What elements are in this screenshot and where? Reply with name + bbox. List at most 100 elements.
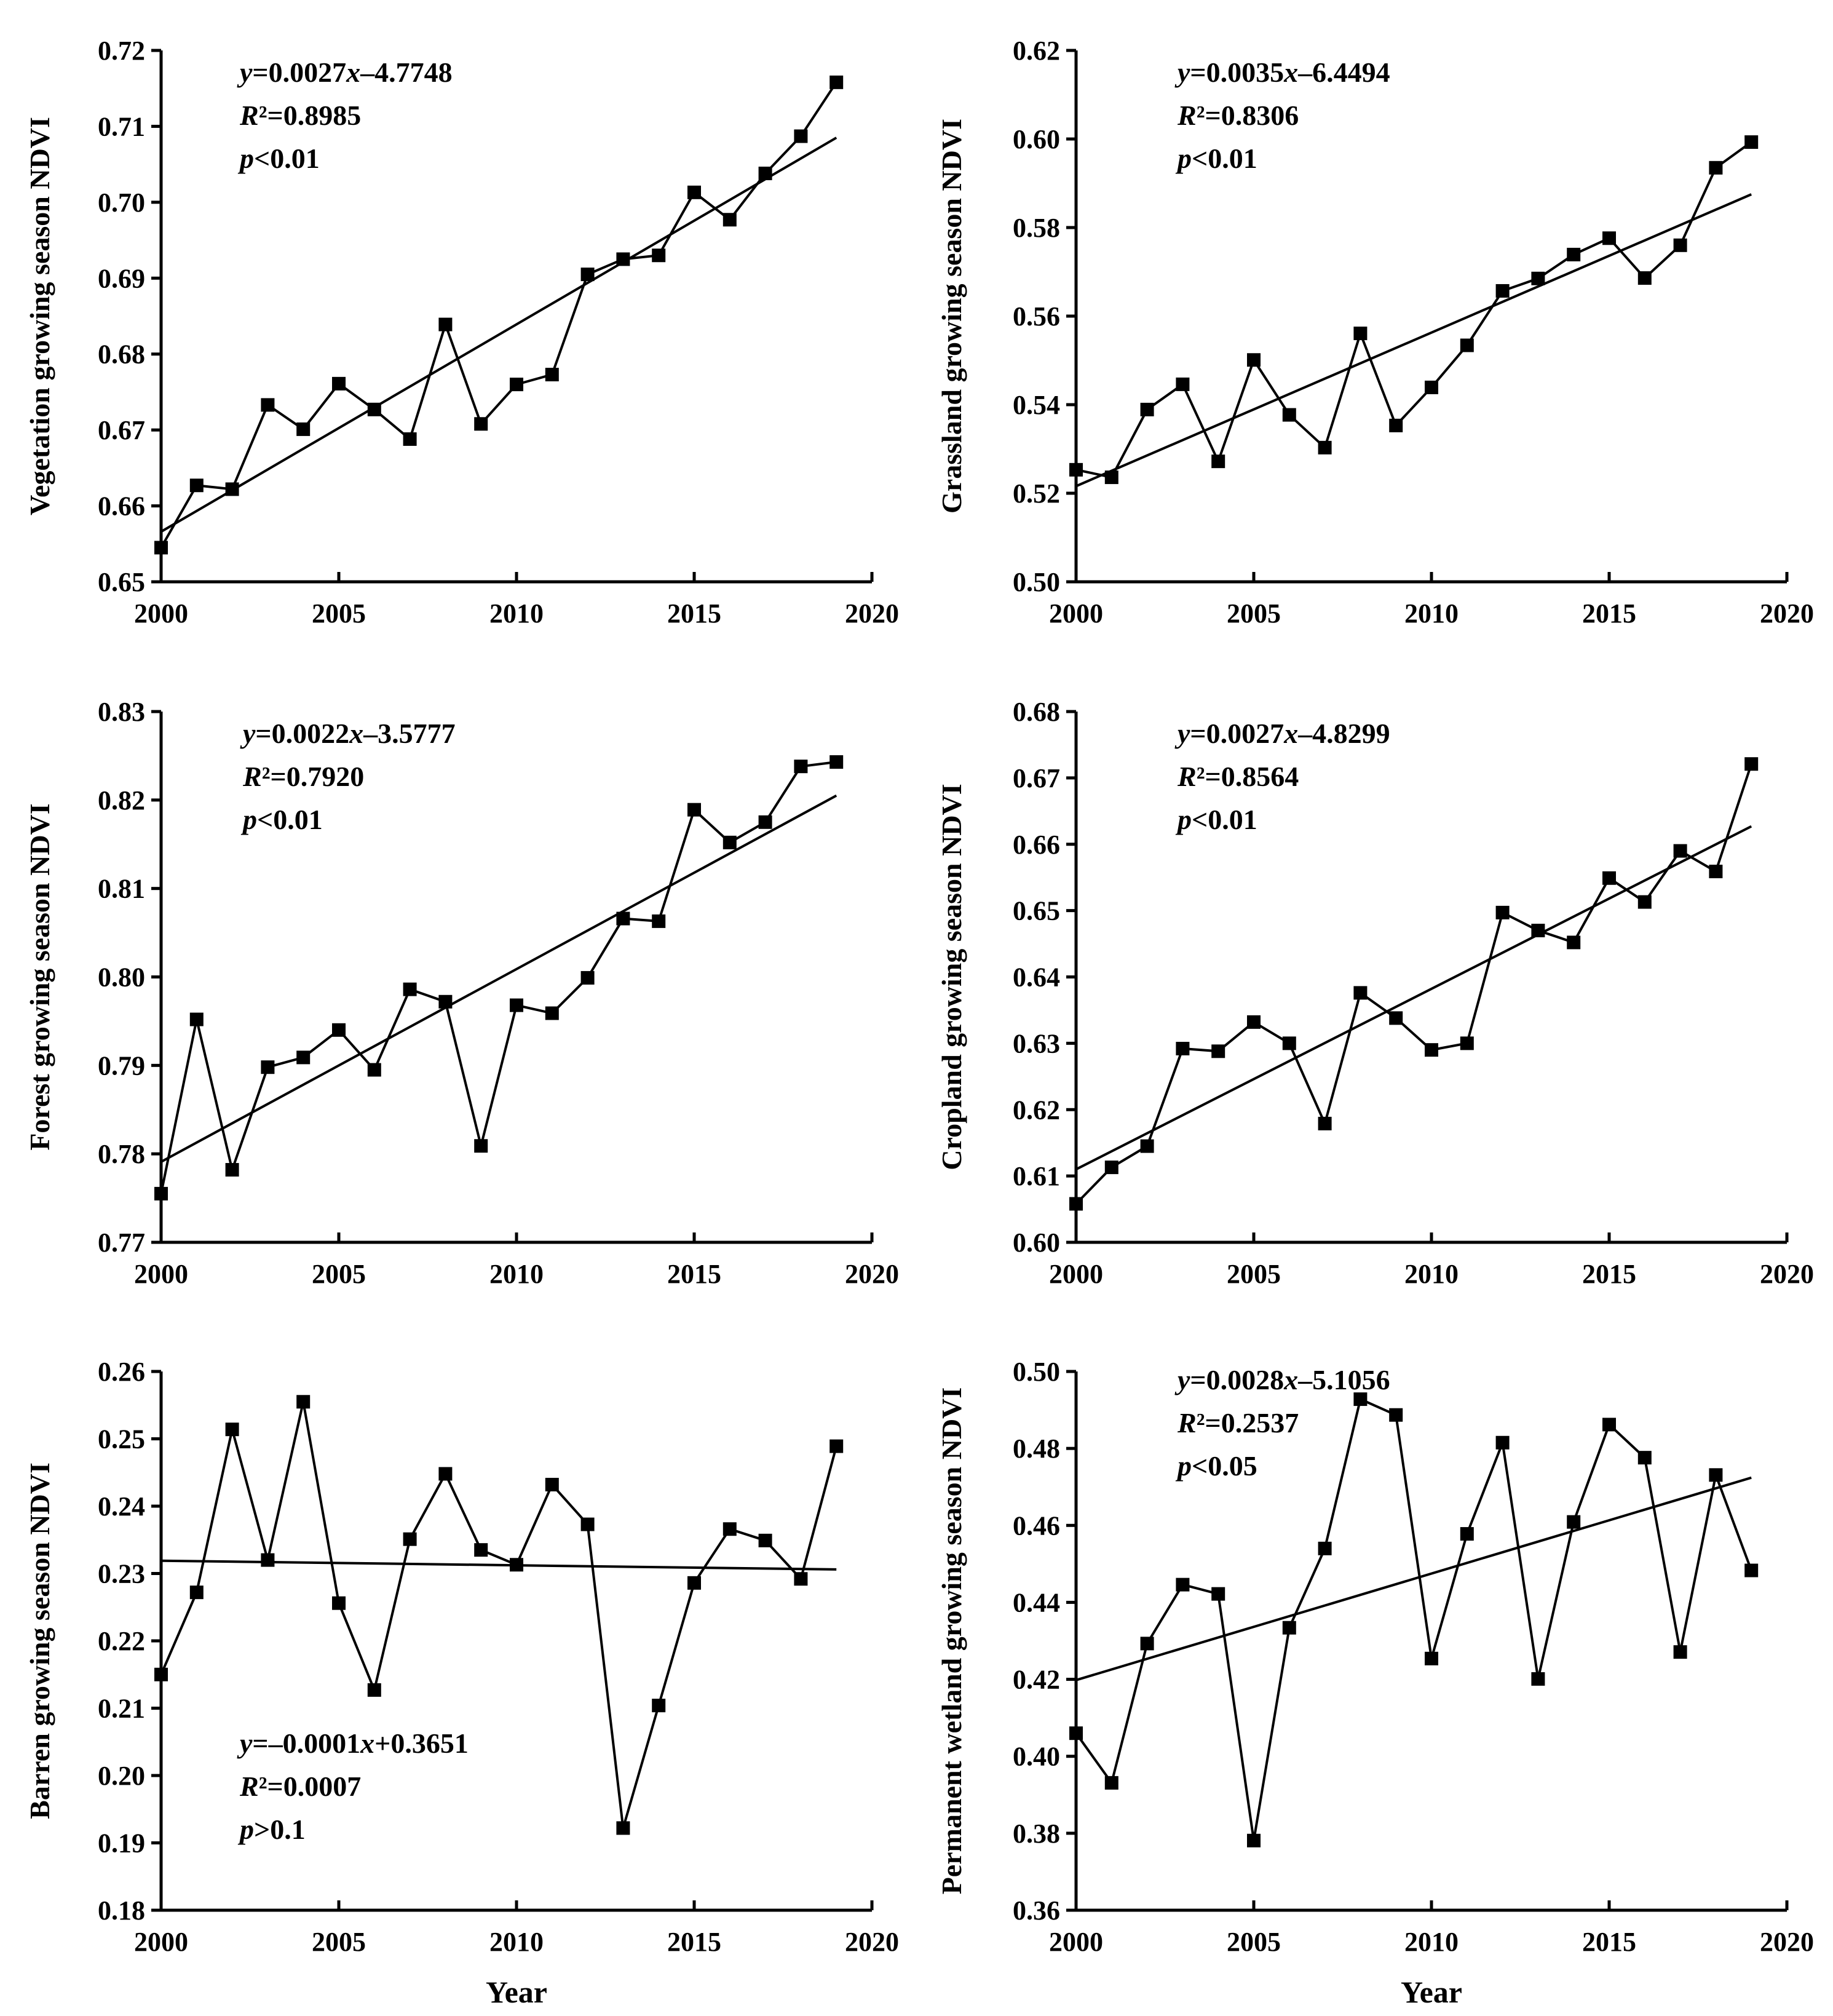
p-value: p<0.01	[1175, 804, 1257, 835]
data-point-2009	[474, 1139, 488, 1153]
y-axis-title: Vegetation growing season NDVI	[24, 117, 55, 515]
data-point-2004	[1211, 1587, 1225, 1601]
data-point-2004	[1211, 454, 1225, 469]
y-tick-label: 0.81	[98, 874, 145, 904]
data-point-2017	[1673, 1645, 1687, 1659]
data-point-2016	[1637, 271, 1652, 285]
y-tick-label: 0.66	[1013, 830, 1060, 860]
r-squared: R²=0.8564	[1177, 761, 1299, 792]
x-axis-title: Year	[1401, 1975, 1462, 2009]
data-point-2008	[438, 994, 453, 1009]
data-point-2014	[652, 914, 666, 928]
data-point-2010	[1425, 1043, 1438, 1057]
data-point-2000	[154, 1667, 168, 1681]
r-squared: R²=0.7920	[242, 761, 364, 792]
data-point-2011	[545, 1477, 559, 1491]
x-tick-label: 2010	[489, 598, 544, 629]
regression-equation: y=0.0027x–4.8299	[1174, 718, 1390, 749]
data-point-2008	[1353, 1392, 1368, 1407]
data-point-2017	[1673, 844, 1687, 858]
data-point-2017	[758, 166, 772, 180]
x-tick-label: 2000	[134, 598, 188, 629]
x-tick-label: 2015	[667, 1259, 721, 1289]
data-point-2003	[1176, 377, 1190, 391]
y-tick-label: 0.52	[1013, 478, 1060, 509]
data-point-2011	[545, 1006, 559, 1020]
data-point-2002	[225, 482, 239, 496]
data-point-2016	[1637, 1451, 1652, 1465]
x-tick-label: 2010	[1404, 1259, 1459, 1289]
y-tick-label: 0.80	[98, 962, 145, 993]
x-tick-label: 2005	[1227, 598, 1281, 629]
data-point-2005	[332, 376, 346, 391]
data-point-2003	[261, 398, 275, 412]
data-point-2018	[1709, 161, 1723, 175]
x-tick-label: 2010	[1404, 598, 1459, 629]
data-point-2013	[1531, 271, 1545, 285]
x-tick-label: 2015	[1582, 1927, 1636, 1957]
x-axis-title: Year	[486, 1975, 547, 2009]
data-point-2005	[1247, 1015, 1261, 1029]
data-point-2001	[1104, 1161, 1118, 1175]
p-value: p<0.01	[1175, 143, 1257, 174]
y-tick-label: 0.62	[1013, 36, 1060, 66]
y-tick-label: 0.25	[98, 1424, 145, 1454]
data-point-2003	[1176, 1577, 1190, 1592]
y-tick-label: 0.46	[1013, 1510, 1060, 1541]
x-tick-label: 2020	[1760, 1927, 1814, 1957]
data-point-2014	[652, 1699, 666, 1713]
y-axis-title: Cropland growing season NDVI	[936, 784, 967, 1170]
y-tick-label: 0.64	[1013, 962, 1060, 993]
chart-panel-1: 0.65 0.66 0.67 0.68 0.69 0.70 0.71 0.72 2000 2005…	[24, 36, 899, 629]
data-point-2010	[1425, 380, 1438, 394]
y-axis-title: Grassland growing season NDVI	[936, 119, 967, 514]
data-point-2017	[758, 1533, 772, 1547]
data-point-2001	[189, 1012, 204, 1026]
y-tick-label: 0.50	[1013, 567, 1060, 597]
data-point-2018	[1709, 864, 1723, 878]
x-tick-label: 2020	[1760, 598, 1814, 629]
data-point-2006	[367, 1683, 381, 1697]
x-tick-label: 2000	[134, 1259, 188, 1289]
y-tick-label: 0.48	[1013, 1434, 1060, 1464]
data-point-2004	[1211, 1044, 1225, 1058]
data-point-2000	[154, 541, 168, 555]
data-point-2005	[1247, 1833, 1261, 1847]
data-point-2005	[332, 1023, 346, 1037]
regression-equation: y=0.0027x–4.7748	[237, 57, 453, 88]
x-tick-label: 2020	[845, 1927, 899, 1957]
y-tick-label: 0.77	[98, 1228, 145, 1258]
data-point-2007	[403, 1532, 417, 1546]
y-tick-label: 0.26	[98, 1357, 145, 1387]
y-tick-label: 0.44	[1013, 1587, 1060, 1617]
y-tick-label: 0.65	[1013, 896, 1060, 926]
regression-equation: y=0.0028x–5.1056	[1174, 1364, 1390, 1395]
data-point-2019	[1744, 1563, 1759, 1577]
data-point-2013	[1531, 1672, 1545, 1686]
data-point-2017	[1673, 238, 1687, 252]
data-point-2009	[474, 1543, 488, 1557]
y-tick-label: 0.18	[98, 1895, 145, 1926]
x-tick-label: 2005	[1227, 1259, 1281, 1289]
data-point-2018	[1709, 1468, 1723, 1482]
y-tick-label: 0.61	[1013, 1161, 1060, 1191]
data-point-2012	[580, 970, 595, 985]
data-point-2014	[652, 248, 666, 263]
y-tick-label: 0.56	[1013, 301, 1060, 331]
x-tick-label: 2005	[312, 598, 366, 629]
x-tick-label: 2020	[1760, 1259, 1814, 1289]
x-tick-label: 2010	[1404, 1927, 1459, 1957]
y-tick-label: 0.40	[1013, 1742, 1060, 1772]
r-squared: R²=0.0007	[239, 1771, 361, 1802]
p-value: p<0.01	[237, 143, 320, 174]
x-tick-label: 2020	[845, 598, 899, 629]
data-point-2000	[1069, 462, 1083, 477]
r-squared: R²=0.8985	[239, 100, 361, 131]
regression-equation: y=0.0035x–6.4494	[1174, 57, 1390, 88]
data-point-2004	[296, 1395, 311, 1409]
data-point-2019	[1744, 757, 1759, 771]
y-tick-label: 0.71	[98, 111, 145, 141]
x-tick-label: 2015	[1582, 598, 1636, 629]
data-point-2002	[225, 1423, 239, 1437]
x-tick-label: 2005	[312, 1927, 366, 1957]
